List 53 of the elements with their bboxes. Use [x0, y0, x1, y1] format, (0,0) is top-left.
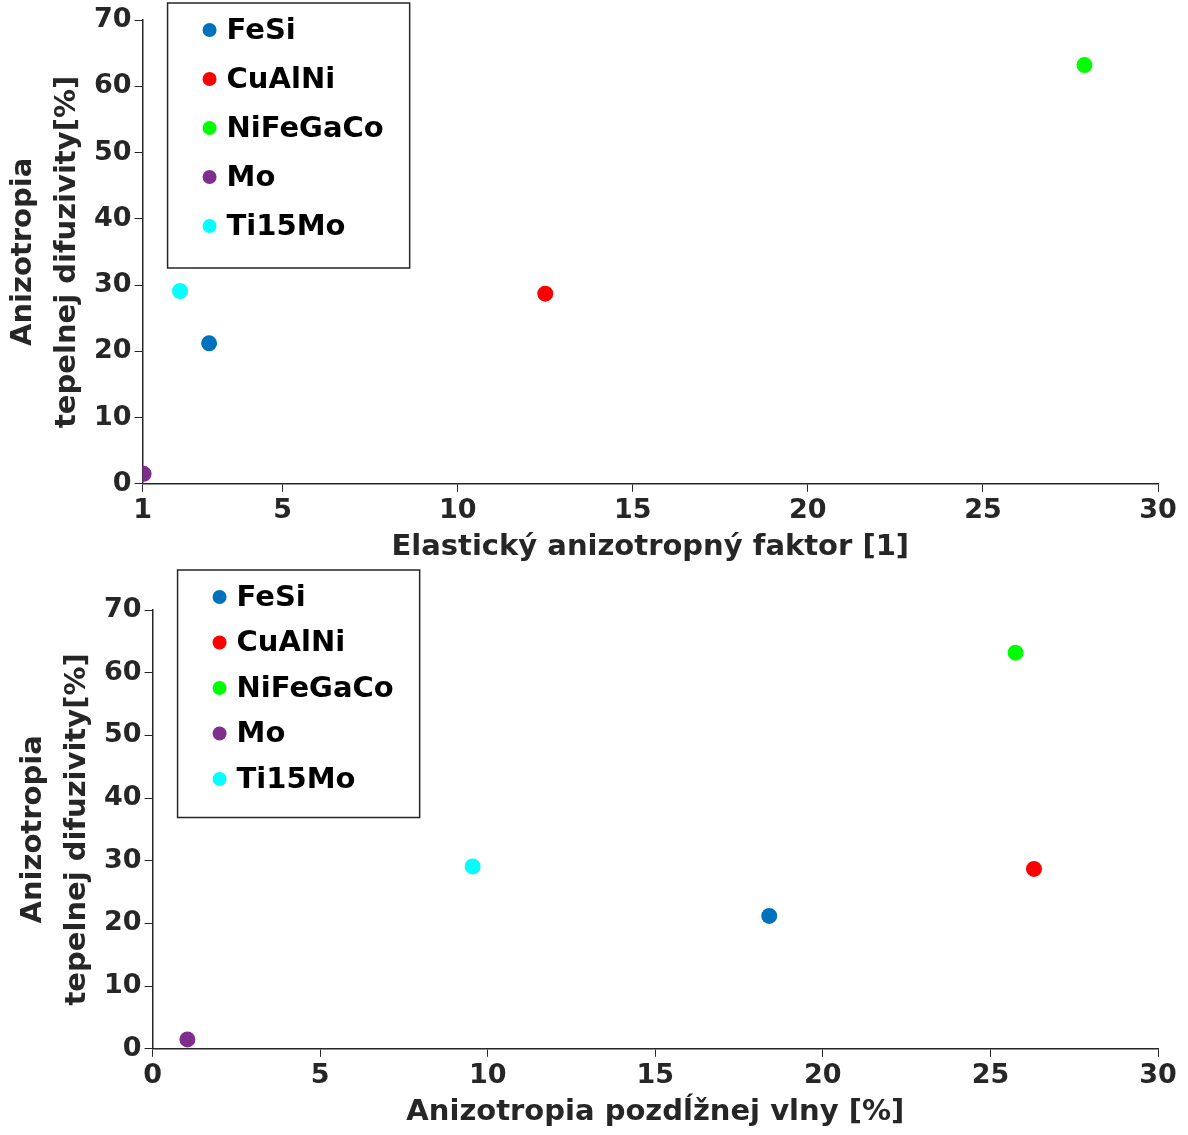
- x-tick-label: 20: [804, 1058, 842, 1090]
- legend-label: Ti15Mo: [226, 207, 346, 242]
- y-tick-label: 10: [94, 399, 132, 431]
- point: [761, 907, 778, 924]
- x-tick-label: 5: [310, 1058, 330, 1090]
- y-tick-label: 20: [104, 905, 142, 937]
- point: [1026, 860, 1042, 877]
- point: [1007, 644, 1024, 661]
- x-axis-title: Elastický anizotropný faktor [1]: [391, 528, 910, 563]
- y-tick-label: 60: [94, 68, 132, 100]
- x-tick-label: 20: [789, 493, 827, 525]
- y-tick-label: 30: [104, 842, 142, 874]
- legend-label: Ti15Mo: [236, 760, 356, 795]
- legend-label: FeSi: [226, 11, 296, 46]
- y-tick-label: 70: [104, 592, 142, 624]
- y-tick-label: 70: [94, 2, 132, 34]
- legend-label: NiFeGaCo: [226, 109, 384, 144]
- y-axis-title: Anizotropia tepelnej difuzivity[%]: [14, 653, 92, 1006]
- x-tick-label: 25: [964, 493, 1002, 525]
- y-tick-label: 40: [104, 780, 142, 812]
- x-tick-label: 25: [971, 1058, 1010, 1090]
- y-tick-label: 50: [104, 717, 142, 749]
- legend-label: Mo: [236, 715, 286, 750]
- x-tick-label: 30: [1139, 493, 1177, 525]
- legend-label: Mo: [226, 158, 276, 193]
- y-tick-label: 60: [104, 654, 142, 686]
- x-tick-label: 10: [438, 493, 477, 525]
- point: [537, 285, 554, 302]
- x-tick-label: 5: [273, 493, 293, 525]
- point: [201, 335, 218, 352]
- x-tick-label: 15: [636, 1058, 675, 1090]
- y-tick-label: 30: [94, 267, 132, 299]
- x-tick-label: 10: [468, 1058, 507, 1090]
- y-tick-label: 0: [122, 1030, 142, 1062]
- y-tick-label: 10: [104, 968, 142, 1000]
- x-tick-label: 30: [1139, 1058, 1177, 1090]
- y-axis-title: Anizotropia tepelnej difuzivity[%]: [4, 75, 82, 429]
- point: [464, 858, 481, 875]
- legend-label: FeSi: [236, 578, 306, 613]
- y-tick-label: 40: [94, 200, 132, 232]
- x-tick-label: 1: [133, 493, 152, 525]
- point: [179, 1031, 196, 1048]
- legend-label: NiFeGaCo: [236, 669, 394, 704]
- y-tick-label: 50: [94, 134, 132, 166]
- point: [1076, 57, 1093, 74]
- x-tick-label: 0: [143, 1058, 162, 1090]
- x-tick-label: 15: [613, 493, 652, 525]
- legend-label: CuAlNi: [236, 624, 346, 659]
- y-tick-label: 0: [112, 465, 132, 497]
- point: [172, 282, 189, 299]
- y-tick-label: 20: [94, 333, 132, 365]
- legend-label: CuAlNi: [226, 60, 336, 95]
- x-axis-title: Anizotropia pozdĺžnej vlny [%]: [406, 1093, 905, 1128]
